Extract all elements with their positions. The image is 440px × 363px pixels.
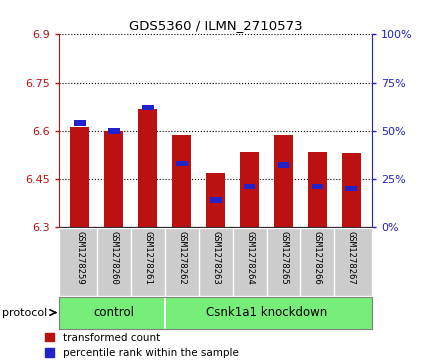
Text: GSM1278260: GSM1278260: [109, 231, 118, 285]
Text: GSM1278262: GSM1278262: [177, 231, 186, 285]
Text: GSM1278266: GSM1278266: [313, 231, 322, 285]
Title: GDS5360 / ILMN_2710573: GDS5360 / ILMN_2710573: [129, 19, 302, 32]
Text: Csnk1a1 knockdown: Csnk1a1 knockdown: [206, 306, 327, 319]
Bar: [104, 131, 123, 227]
Text: GSM1278267: GSM1278267: [347, 231, 356, 285]
Text: GSM1278259: GSM1278259: [75, 231, 84, 285]
Bar: [345, 185, 357, 191]
Bar: [244, 184, 256, 189]
Text: GSM1278264: GSM1278264: [245, 231, 254, 285]
Bar: [240, 151, 259, 227]
Bar: [278, 162, 290, 168]
Text: GSM1278261: GSM1278261: [143, 231, 152, 285]
Bar: [342, 153, 361, 227]
Text: GSM1278265: GSM1278265: [279, 231, 288, 285]
Bar: [308, 151, 327, 227]
Bar: [209, 197, 222, 203]
Bar: [312, 184, 323, 189]
Bar: [142, 105, 154, 110]
Bar: [138, 109, 157, 227]
Text: GSM1278263: GSM1278263: [211, 231, 220, 285]
Bar: [274, 135, 293, 227]
Bar: [108, 128, 120, 134]
Bar: [70, 127, 89, 227]
Legend: transformed count, percentile rank within the sample: transformed count, percentile rank withi…: [45, 333, 238, 358]
Bar: [74, 120, 86, 126]
Bar: [176, 160, 187, 166]
Bar: [206, 173, 225, 227]
Bar: [172, 135, 191, 227]
Text: control: control: [93, 306, 134, 319]
Text: protocol: protocol: [2, 307, 48, 318]
